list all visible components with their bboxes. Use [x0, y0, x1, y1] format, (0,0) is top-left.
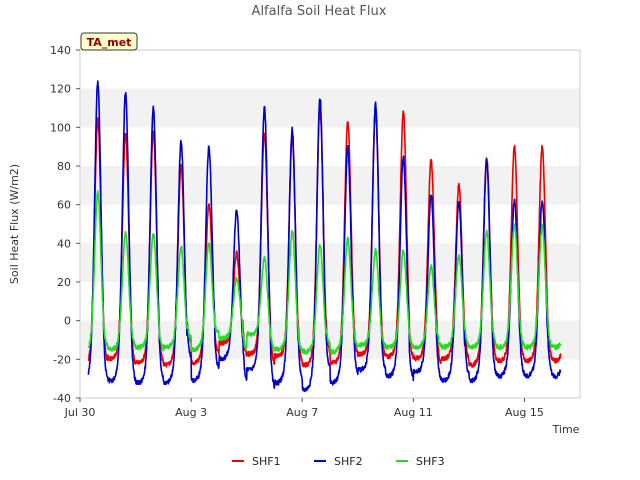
series-lines: [87, 80, 562, 393]
y-tick-label: 0: [64, 315, 71, 328]
ta-met-badge-text: TA_met: [87, 36, 132, 49]
legend-label-shf2: SHF2: [334, 455, 363, 468]
chart-title: Alfalfa Soil Heat Flux: [252, 4, 387, 19]
x-axis-ticks: Jul 30 Aug 3 Aug 7 Aug 11 Aug 15: [64, 398, 544, 419]
x-axis-label: Time: [552, 423, 580, 436]
x-tick-label: Aug 11: [394, 406, 433, 419]
background-bands: [80, 88, 580, 360]
y-axis-ticks: -40 -20 0 20 40 60 80 100 120 140: [50, 44, 80, 405]
y-tick-label: 80: [57, 160, 71, 173]
x-tick-label: Jul 30: [64, 406, 96, 419]
legend: SHF1 SHF2 SHF3: [232, 455, 445, 468]
x-tick-label: Aug 7: [286, 406, 318, 419]
y-tick-label: 100: [50, 121, 71, 134]
y-tick-label: 120: [50, 83, 71, 96]
x-tick-label: Aug 3: [175, 406, 207, 419]
y-tick-label: 20: [57, 276, 71, 289]
x-tick-label: Aug 15: [505, 406, 544, 419]
y-tick-label: 40: [57, 237, 71, 250]
y-tick-label: -40: [53, 392, 71, 405]
y-axis-label: Soil Heat Flux (W/m2): [8, 164, 21, 284]
legend-label-shf3: SHF3: [416, 455, 445, 468]
series-line-shf3: [87, 190, 562, 355]
band-7: [80, 88, 580, 128]
y-tick-label: 140: [50, 44, 71, 57]
ta-met-badge: TA_met: [80, 32, 138, 51]
band-3: [80, 243, 580, 282]
legend-label-shf1: SHF1: [252, 455, 281, 468]
plot-area-border: [79, 49, 581, 399]
y-tick-label: 60: [57, 199, 71, 212]
band-5: [80, 166, 580, 205]
ta-met-badge-box: [80, 32, 138, 51]
y-tick-label: -20: [53, 353, 71, 366]
